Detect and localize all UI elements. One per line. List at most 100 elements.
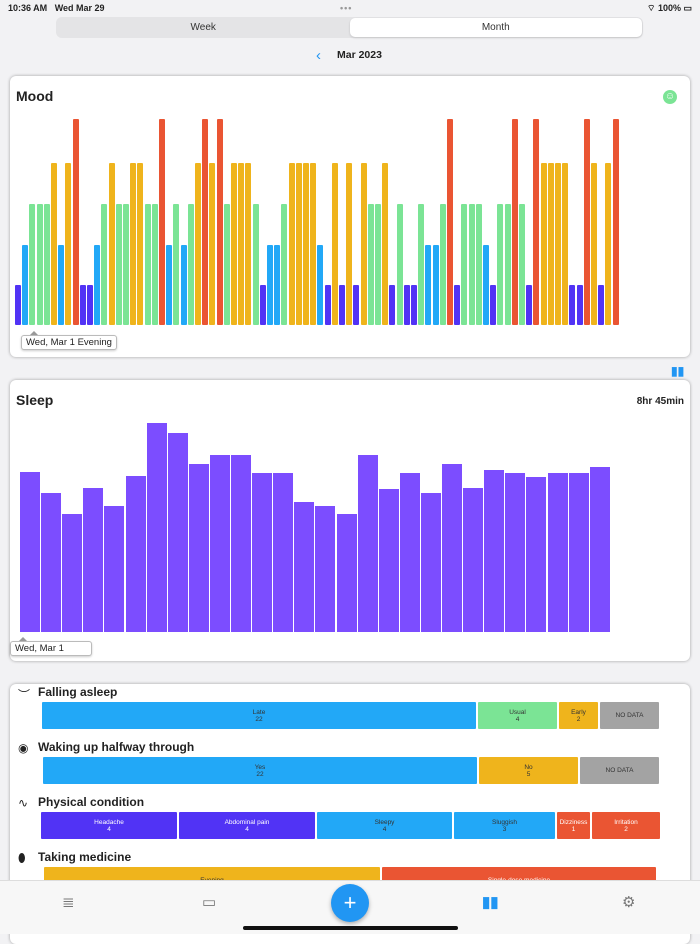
sleep-bar[interactable]: [231, 454, 251, 632]
mood-bar[interactable]: [547, 163, 554, 325]
mood-bar[interactable]: [562, 163, 569, 325]
mood-bar[interactable]: [252, 204, 259, 325]
smiley-icon[interactable]: ☺: [663, 90, 677, 104]
mood-bar[interactable]: [180, 245, 187, 325]
mood-bar[interactable]: [281, 204, 288, 325]
sleep-bar[interactable]: [442, 464, 462, 632]
sleep-bar[interactable]: [315, 506, 336, 632]
mood-bar[interactable]: [490, 285, 497, 325]
mood-bar[interactable]: [447, 119, 453, 325]
mood-bar[interactable]: [72, 119, 79, 325]
mood-bar[interactable]: [418, 204, 425, 325]
list-icon[interactable]: ≣: [62, 894, 75, 911]
mood-bar[interactable]: [295, 163, 302, 325]
sleep-bar[interactable]: [146, 423, 167, 632]
mood-bar[interactable]: [238, 163, 245, 325]
mood-bar[interactable]: [324, 285, 331, 325]
stats-icon[interactable]: ▮▮: [482, 894, 499, 911]
mood-bar[interactable]: [612, 119, 619, 325]
mood-bar[interactable]: [317, 245, 324, 325]
mood-bar[interactable]: [29, 204, 36, 325]
mood-bar[interactable]: [123, 204, 129, 325]
stat-segment[interactable]: Late 22: [42, 702, 476, 729]
mood-bar[interactable]: [173, 204, 180, 325]
sleep-bar[interactable]: [399, 473, 420, 632]
gear-icon[interactable]: ⚙: [622, 894, 636, 911]
mood-bar[interactable]: [267, 245, 273, 325]
mood-bar[interactable]: [331, 163, 338, 325]
sleep-bar[interactable]: [209, 454, 230, 632]
mood-bar[interactable]: [555, 163, 561, 325]
mood-bar[interactable]: [288, 163, 295, 325]
mood-bar[interactable]: [87, 285, 93, 325]
sleep-bar[interactable]: [589, 467, 610, 632]
mood-bar[interactable]: [94, 245, 101, 325]
mood-bar[interactable]: [223, 204, 230, 325]
mood-bar[interactable]: [310, 163, 317, 325]
mood-bar[interactable]: [339, 285, 345, 325]
mood-bar[interactable]: [195, 163, 201, 325]
stat-segment[interactable]: Abdominal pain 4: [179, 812, 315, 839]
sleep-bar[interactable]: [20, 472, 40, 632]
mood-bar[interactable]: [483, 245, 489, 325]
mood-bar[interactable]: [58, 245, 65, 325]
stat-segment[interactable]: NO DATA: [580, 757, 659, 784]
multitask-dots-icon[interactable]: •••: [340, 3, 353, 13]
stat-segment[interactable]: Yes 22: [43, 757, 477, 784]
stat-segment[interactable]: Sluggish 3: [454, 812, 555, 839]
mood-bar[interactable]: [209, 163, 216, 325]
stat-segment[interactable]: No 5: [479, 757, 578, 784]
mood-bar[interactable]: [461, 204, 468, 325]
mood-bar[interactable]: [166, 245, 173, 325]
sleep-bar[interactable]: [336, 514, 357, 632]
mood-bar[interactable]: [591, 163, 597, 325]
mood-bar[interactable]: [411, 285, 417, 325]
mood-bar[interactable]: [51, 163, 57, 325]
sleep-bar[interactable]: [273, 473, 294, 632]
stat-segment[interactable]: NO DATA: [600, 702, 659, 729]
mood-bar[interactable]: [367, 204, 374, 325]
mood-bar[interactable]: [346, 163, 353, 325]
sleep-bar[interactable]: [357, 454, 378, 632]
mood-bar[interactable]: [396, 204, 403, 325]
sleep-bar[interactable]: [463, 488, 484, 632]
mood-bar[interactable]: [65, 163, 72, 325]
mood-bar[interactable]: [425, 245, 432, 325]
mood-bar[interactable]: [533, 119, 540, 325]
mood-bar[interactable]: [303, 163, 309, 325]
mood-bar[interactable]: [497, 204, 504, 325]
mood-bar[interactable]: [130, 163, 137, 325]
sleep-bar[interactable]: [188, 464, 209, 632]
sleep-bar[interactable]: [125, 476, 146, 632]
mood-bar[interactable]: [15, 285, 21, 325]
segment-month[interactable]: Month: [349, 18, 642, 37]
mood-bar[interactable]: [151, 204, 158, 325]
mood-bar[interactable]: [43, 204, 50, 325]
mood-bar[interactable]: [36, 204, 43, 325]
sleep-bar[interactable]: [547, 473, 568, 632]
stat-segment[interactable]: Dizziness 1: [557, 812, 590, 839]
mood-bar[interactable]: [511, 119, 518, 325]
mood-bar[interactable]: [144, 204, 151, 325]
mood-bar[interactable]: [79, 285, 86, 325]
sleep-bar[interactable]: [104, 506, 125, 632]
stat-segment[interactable]: Usual 4: [478, 702, 557, 729]
mood-bar[interactable]: [540, 163, 547, 325]
mood-bar[interactable]: [504, 204, 511, 325]
mood-bar[interactable]: [353, 285, 360, 325]
mood-bar[interactable]: [598, 285, 605, 325]
mood-bar[interactable]: [432, 245, 439, 325]
mood-bar[interactable]: [216, 119, 223, 325]
mood-bar[interactable]: [389, 285, 396, 325]
mood-bar[interactable]: [115, 204, 122, 325]
sleep-bar[interactable]: [526, 477, 547, 632]
segment-week[interactable]: Week: [190, 22, 216, 33]
sleep-bar[interactable]: [294, 502, 315, 632]
sleep-bar[interactable]: [83, 488, 104, 632]
period-segmented-control[interactable]: Week Month: [56, 17, 643, 38]
stat-segment[interactable]: Early 2: [559, 702, 598, 729]
mood-bar[interactable]: [202, 119, 209, 325]
mood-bar[interactable]: [187, 204, 194, 325]
mood-bar[interactable]: [375, 204, 381, 325]
mood-bar[interactable]: [475, 204, 482, 325]
